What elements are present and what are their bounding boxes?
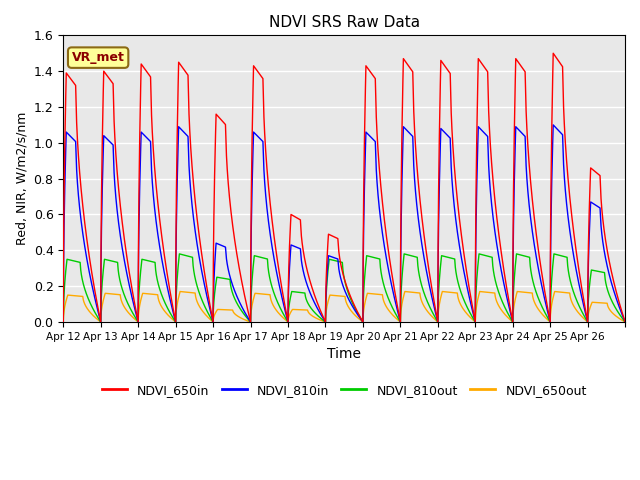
- Legend: NDVI_650in, NDVI_810in, NDVI_810out, NDVI_650out: NDVI_650in, NDVI_810in, NDVI_810out, NDV…: [97, 379, 591, 402]
- Text: VR_met: VR_met: [72, 51, 125, 64]
- Y-axis label: Red, NIR, W/m2/s/nm: Red, NIR, W/m2/s/nm: [15, 112, 28, 245]
- X-axis label: Time: Time: [327, 347, 361, 361]
- Title: NDVI SRS Raw Data: NDVI SRS Raw Data: [269, 15, 420, 30]
